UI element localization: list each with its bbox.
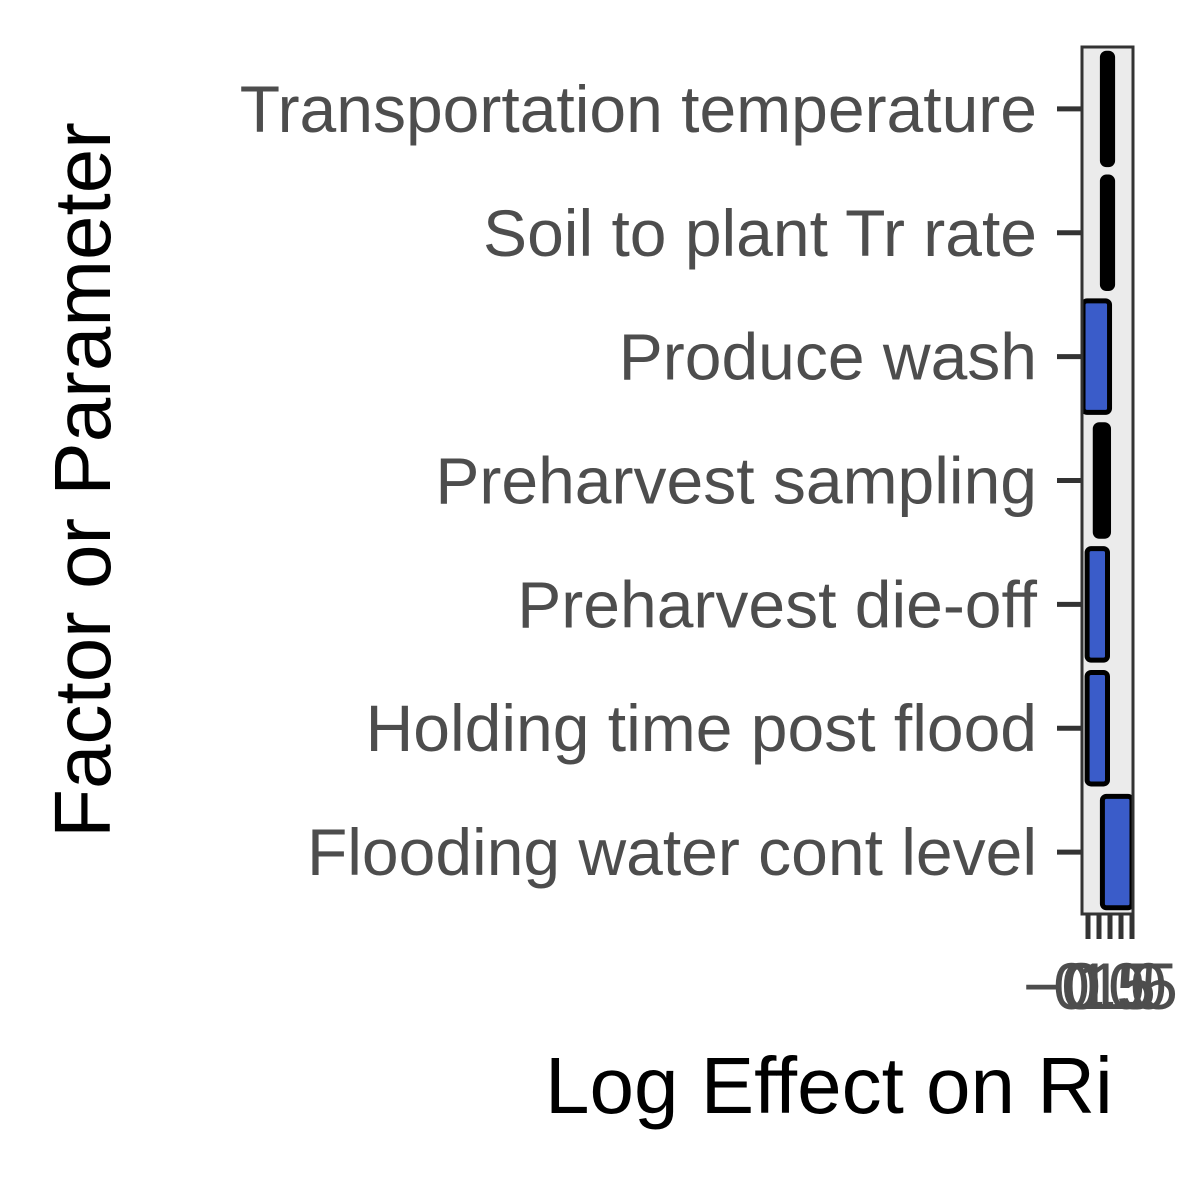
category-label: Holding time post flood bbox=[366, 691, 1037, 765]
category-label: Flooding water cont level bbox=[307, 815, 1037, 889]
category-label: Preharvest die-off bbox=[517, 567, 1037, 641]
x-tick-group: −0.50.00.51.01.5 bbox=[1023, 914, 1178, 1023]
bar bbox=[1092, 422, 1112, 539]
bar bbox=[1099, 174, 1116, 292]
x-axis-title: Log Effect on Ri bbox=[545, 1041, 1113, 1130]
bars-group bbox=[1080, 50, 1135, 911]
x-tick-label: 0.0 bbox=[1053, 949, 1145, 1023]
category-label: Produce wash bbox=[619, 320, 1037, 394]
bar bbox=[1084, 546, 1110, 663]
bar bbox=[1080, 298, 1113, 415]
y-axis-title: Factor or Parameter bbox=[38, 122, 127, 838]
x-tick-label: 1.0 bbox=[1075, 949, 1167, 1023]
x-tick-label: −0.5 bbox=[1023, 949, 1153, 1023]
y-category-group: Transportation temperature Soil to plant … bbox=[240, 72, 1082, 889]
category-label: Soil to plant Tr rate bbox=[483, 196, 1037, 270]
category-label: Transportation temperature bbox=[240, 72, 1037, 146]
bar bbox=[1099, 50, 1116, 168]
category-label: Preharvest sampling bbox=[435, 444, 1037, 518]
x-tick-label: 1.5 bbox=[1086, 949, 1178, 1023]
x-tick-label: 0.5 bbox=[1064, 949, 1156, 1023]
bar bbox=[1099, 793, 1135, 911]
bar bbox=[1084, 669, 1110, 787]
